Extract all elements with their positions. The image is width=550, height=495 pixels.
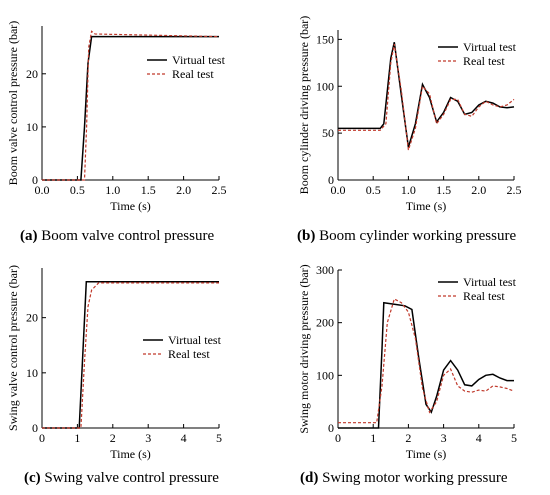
series-line-real-test — [42, 30, 220, 181]
x-tick-label: 1 — [370, 431, 376, 445]
series-line-virtual-test — [338, 42, 515, 148]
x-tick-label: 0.0 — [35, 183, 50, 197]
x-tick-label: 0.0 — [331, 183, 346, 197]
y-axis-title: Boom cylinder driving pressure (bar) — [297, 16, 311, 195]
x-axis-title: Time (s) — [110, 199, 151, 213]
y-tick-label: 20 — [26, 311, 38, 325]
x-tick-label: 5 — [216, 431, 222, 445]
series-line-virtual-test — [42, 281, 219, 429]
legend-label: Virtual test — [172, 53, 226, 67]
legend-label: Virtual test — [463, 275, 517, 289]
x-tick-label: 0.5 — [70, 183, 85, 197]
x-tick-label: 1.0 — [401, 183, 416, 197]
x-axis-title: Time (s) — [110, 447, 151, 461]
y-axis-title: Swing motor driving pressure (bar) — [297, 264, 311, 433]
x-tick-label: 1 — [74, 431, 80, 445]
legend-label: Real test — [172, 67, 214, 81]
chart-panel-4: 0 1 2 3 4 5 0 100 200 300 Time (s) Swing motor driv… — [297, 263, 517, 461]
x-tick-label: 1.5 — [141, 183, 156, 197]
x-tick-label: 0 — [335, 431, 341, 445]
caption-c: (c) Swing valve control pressure — [24, 470, 219, 486]
chart-panel-1: 0.0 0.5 1.0 1.5 2.0 2.5 0 10 20 Time (s) Boom valv… — [6, 21, 227, 213]
y-tick-label: 10 — [26, 120, 38, 134]
y-tick-label: 0 — [32, 421, 38, 435]
x-axis-title: Time (s) — [406, 199, 447, 213]
legend-label: Virtual test — [463, 40, 517, 54]
caption-b: (b) Boom cylinder working pressure — [297, 228, 517, 244]
y-tick-label: 50 — [322, 126, 334, 140]
series-line-real-test — [338, 43, 515, 151]
x-tick-label: 5 — [511, 431, 517, 445]
y-tick-label: 150 — [316, 32, 334, 46]
legend-label: Real test — [463, 289, 505, 303]
series-line-real-test — [42, 282, 219, 429]
chart-panel-2: 0.0 0.5 1.0 1.5 2.0 2.5 0 50 100 150 Time (s) Boom … — [297, 16, 522, 213]
x-tick-label: 0 — [39, 431, 45, 445]
legend-label: Virtual test — [168, 333, 222, 347]
x-tick-label: 1.0 — [105, 183, 120, 197]
x-tick-label: 4 — [476, 431, 482, 445]
x-tick-label: 4 — [181, 431, 187, 445]
y-tick-label: 10 — [26, 366, 38, 380]
y-axis-title: Swing valve control pressure (bar) — [6, 265, 20, 431]
x-tick-label: 2.5 — [212, 183, 227, 197]
x-tick-label: 3 — [145, 431, 151, 445]
series-line-real-test — [338, 298, 515, 424]
legend-label: Real test — [168, 347, 210, 361]
y-axis-title: Boom valve control pressure (bar) — [6, 21, 20, 186]
x-tick-label: 2.5 — [507, 183, 522, 197]
series-line-virtual-test — [338, 301, 514, 429]
x-tick-label: 2.0 — [176, 183, 191, 197]
caption-d: (d) Swing motor working pressure — [300, 470, 508, 486]
y-tick-label: 0 — [32, 173, 38, 187]
y-tick-label: 200 — [316, 316, 334, 330]
x-tick-label: 0.5 — [366, 183, 381, 197]
caption-a: (a) Boom valve control pressure — [20, 228, 215, 244]
y-tick-label: 100 — [316, 79, 334, 93]
y-tick-label: 0 — [328, 173, 334, 187]
x-tick-label: 2 — [110, 431, 116, 445]
y-tick-label: 300 — [316, 263, 334, 277]
y-tick-label: 20 — [26, 67, 38, 81]
chart-panel-3: 0 1 2 3 4 5 0 10 20 Time (s) Swing valve control p… — [6, 265, 222, 461]
x-tick-label: 2.0 — [471, 183, 486, 197]
x-tick-label: 1.5 — [436, 183, 451, 197]
y-tick-label: 100 — [316, 368, 334, 382]
y-tick-label: 0 — [328, 421, 334, 435]
legend-label: Real test — [463, 54, 505, 68]
x-axis-title: Time (s) — [406, 447, 447, 461]
x-tick-label: 2 — [405, 431, 411, 445]
x-tick-label: 3 — [441, 431, 447, 445]
